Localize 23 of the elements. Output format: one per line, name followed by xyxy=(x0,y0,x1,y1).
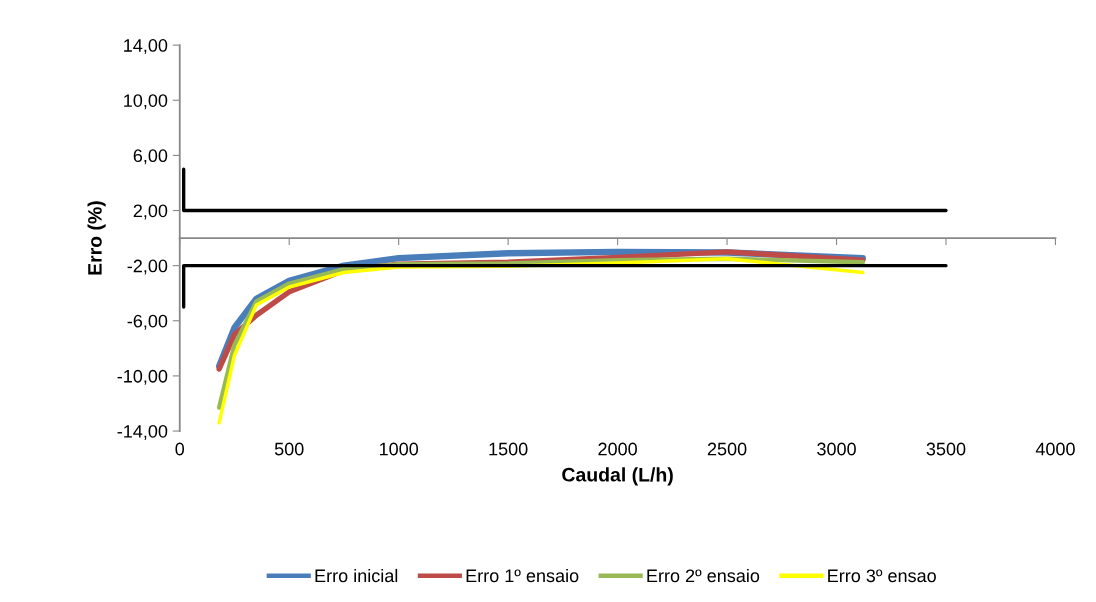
x-tick-label: 500 xyxy=(274,442,304,456)
y-tick-label: -6,00 xyxy=(127,314,168,330)
y-tick-label: -14,00 xyxy=(117,424,168,440)
legend-label: Erro 1º ensaio xyxy=(466,568,579,583)
x-axis-title: Caudal (L/h) xyxy=(562,467,673,486)
y-tick-label: -2,00 xyxy=(127,259,168,275)
x-tick-label: 1000 xyxy=(379,442,419,456)
x-tick-label: 4000 xyxy=(1035,442,1075,456)
y-tick-label: 6,00 xyxy=(133,149,168,165)
y-tick-label: -10,00 xyxy=(117,369,168,385)
x-tick-label: 3500 xyxy=(926,442,966,456)
legend-label: Erro inicial xyxy=(315,568,398,583)
x-tick-label: 1500 xyxy=(489,442,528,456)
y-tick-label: 14,00 xyxy=(124,39,168,54)
y-tick-label: 2,00 xyxy=(133,204,168,220)
y-tick-label: 10,00 xyxy=(124,94,168,110)
x-tick-label: 2500 xyxy=(707,442,747,456)
x-tick-label: 0 xyxy=(175,442,185,456)
y-axis-title: Erro (%) xyxy=(87,201,106,275)
legend-label: Erro 3º ensao xyxy=(828,569,936,583)
x-tick-label: 2000 xyxy=(598,442,637,456)
legend-label: Erro 2º ensaio xyxy=(647,568,760,583)
x-tick-label: 3000 xyxy=(817,442,856,456)
